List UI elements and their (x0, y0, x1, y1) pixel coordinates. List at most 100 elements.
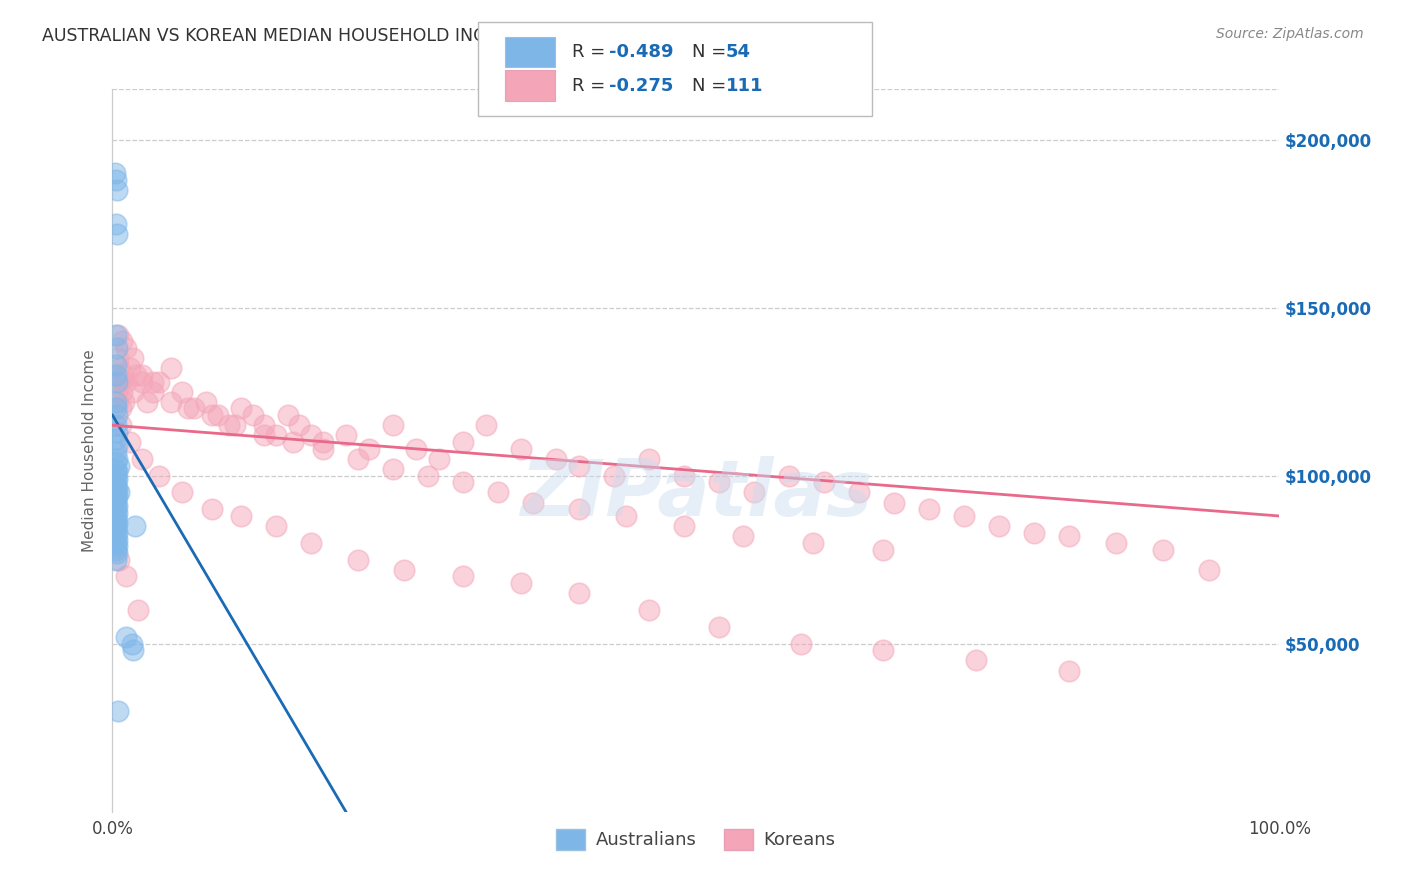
Point (253, 418, 276, 433)
Point (104, 492, 127, 507)
Point (104, 455, 127, 469)
Point (105, 482, 128, 496)
Point (104, 542, 127, 557)
Point (104, 523, 127, 537)
Point (108, 552, 131, 566)
Point (194, 394, 217, 409)
Point (105, 546, 128, 560)
Point (104, 552, 127, 566)
Point (299, 428, 322, 442)
Point (111, 368, 134, 382)
Point (122, 351, 145, 365)
Point (107, 351, 129, 365)
Point (918, 502, 941, 516)
Point (105, 375, 128, 389)
Point (104, 401, 127, 416)
Point (115, 569, 138, 583)
Point (673, 468, 696, 483)
Point (731, 529, 754, 543)
Point (131, 368, 153, 382)
Point (115, 341, 138, 355)
Point (105, 341, 128, 355)
Point (142, 375, 165, 389)
Point (1059, 529, 1081, 543)
Point (276, 408, 298, 422)
Point (121, 637, 143, 651)
Point (673, 519, 696, 533)
Point (160, 394, 183, 409)
Point (105, 516, 128, 530)
Point (131, 451, 153, 466)
Point (522, 495, 544, 509)
Point (242, 408, 264, 422)
Point (105, 183, 128, 197)
Point (104, 462, 127, 476)
Text: Source: ZipAtlas.com: Source: ZipAtlas.com (1216, 27, 1364, 41)
Text: 54: 54 (725, 43, 751, 61)
Point (177, 401, 200, 416)
Point (105, 489, 128, 503)
Point (883, 495, 905, 509)
Point (108, 361, 131, 376)
Point (172, 485, 194, 500)
Point (110, 418, 132, 433)
Point (311, 442, 333, 456)
Point (427, 451, 450, 466)
Point (965, 653, 987, 667)
Point (359, 442, 381, 456)
Point (108, 485, 131, 500)
Point (709, 475, 731, 490)
Point (544, 451, 567, 466)
Point (104, 519, 127, 533)
Point (122, 643, 145, 657)
Text: R =: R = (572, 77, 612, 95)
Text: R =: R = (572, 43, 612, 61)
Point (127, 603, 149, 617)
Point (451, 569, 474, 583)
Point (253, 428, 276, 442)
Point (207, 408, 229, 422)
Point (111, 334, 134, 349)
Point (105, 472, 128, 486)
Point (104, 479, 127, 493)
Point (108, 375, 131, 389)
Point (381, 418, 404, 433)
Text: N =: N = (692, 77, 731, 95)
Point (801, 536, 824, 550)
Point (603, 468, 626, 483)
Point (405, 442, 427, 456)
Point (105, 425, 128, 439)
Point (848, 485, 870, 500)
Point (709, 620, 731, 634)
Point (509, 576, 531, 591)
Point (136, 394, 159, 409)
Point (568, 502, 591, 516)
Point (118, 435, 141, 450)
Point (1024, 525, 1046, 540)
Point (104, 475, 127, 490)
Point (105, 451, 128, 466)
Point (614, 508, 637, 523)
Point (104, 418, 127, 433)
Point (1105, 536, 1128, 550)
Y-axis label: Median Household Income: Median Household Income (82, 349, 97, 552)
Point (105, 525, 128, 540)
Point (110, 375, 132, 389)
Point (122, 384, 145, 399)
Point (104, 512, 127, 526)
Point (311, 435, 333, 450)
Point (148, 375, 170, 389)
Text: N =: N = (692, 43, 731, 61)
Point (142, 384, 165, 399)
Point (744, 485, 766, 500)
Point (299, 536, 322, 550)
Point (381, 462, 404, 476)
Point (104, 529, 127, 543)
Text: AUSTRALIAN VS KOREAN MEDIAN HOUSEHOLD INCOME CORRELATION CHART: AUSTRALIAN VS KOREAN MEDIAN HOUSEHOLD IN… (42, 27, 720, 45)
Point (104, 358, 127, 372)
Point (568, 458, 591, 473)
Point (638, 451, 661, 466)
Point (104, 485, 127, 500)
Point (104, 173, 127, 187)
Point (201, 502, 224, 516)
